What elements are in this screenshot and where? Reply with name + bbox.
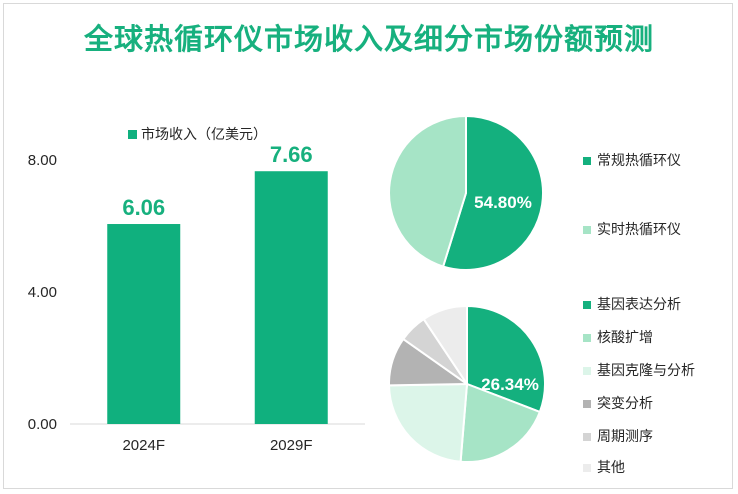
legend-label: 基因克隆与分析: [597, 362, 695, 379]
y-tick-label: 0.00: [28, 416, 57, 433]
legend-swatch: [583, 226, 591, 234]
pie-slice: [387, 382, 469, 463]
bar: [254, 171, 328, 424]
legend-swatch: [583, 334, 591, 342]
pie-percent-label: 54.80%: [474, 193, 532, 212]
legend-label: 基因表达分析: [597, 296, 681, 313]
y-tick-label: 4.00: [28, 284, 57, 301]
legend-swatch: [583, 464, 591, 472]
legend-swatch: [128, 130, 137, 139]
y-tick-label: 8.00: [28, 152, 57, 169]
x-tick-label: 2029F: [270, 437, 313, 454]
chart-title: 全球热循环仪市场收入及细分市场份额预测: [83, 22, 654, 56]
x-tick-label: 2024F: [122, 437, 165, 454]
legend-label: 突变分析: [597, 396, 653, 412]
bar: [107, 224, 181, 424]
pie-slice: [466, 304, 547, 414]
legend-swatch: [583, 400, 591, 408]
bar-value-label: 7.66: [270, 142, 313, 167]
pie-slice: [459, 382, 542, 464]
legend-label: 常规热循环仪: [597, 153, 681, 169]
legend-label: 市场收入（亿美元）: [141, 126, 267, 143]
pie-percent-label: 26.34%: [481, 375, 539, 394]
bar-value-label: 6.06: [122, 195, 165, 220]
pie-slice: [422, 304, 468, 388]
legend-label: 其他: [597, 460, 625, 476]
legend-label: 周期测序: [597, 429, 653, 445]
pie-slice: [388, 114, 467, 268]
legend-label: 实时热循环仪: [597, 222, 681, 238]
legend-swatch: [583, 367, 591, 375]
legend-swatch: [583, 433, 591, 441]
pie-slice: [441, 114, 545, 271]
legend-swatch: [583, 157, 591, 165]
legend-swatch: [583, 301, 591, 309]
legend-label: 核酸扩增: [597, 330, 653, 346]
